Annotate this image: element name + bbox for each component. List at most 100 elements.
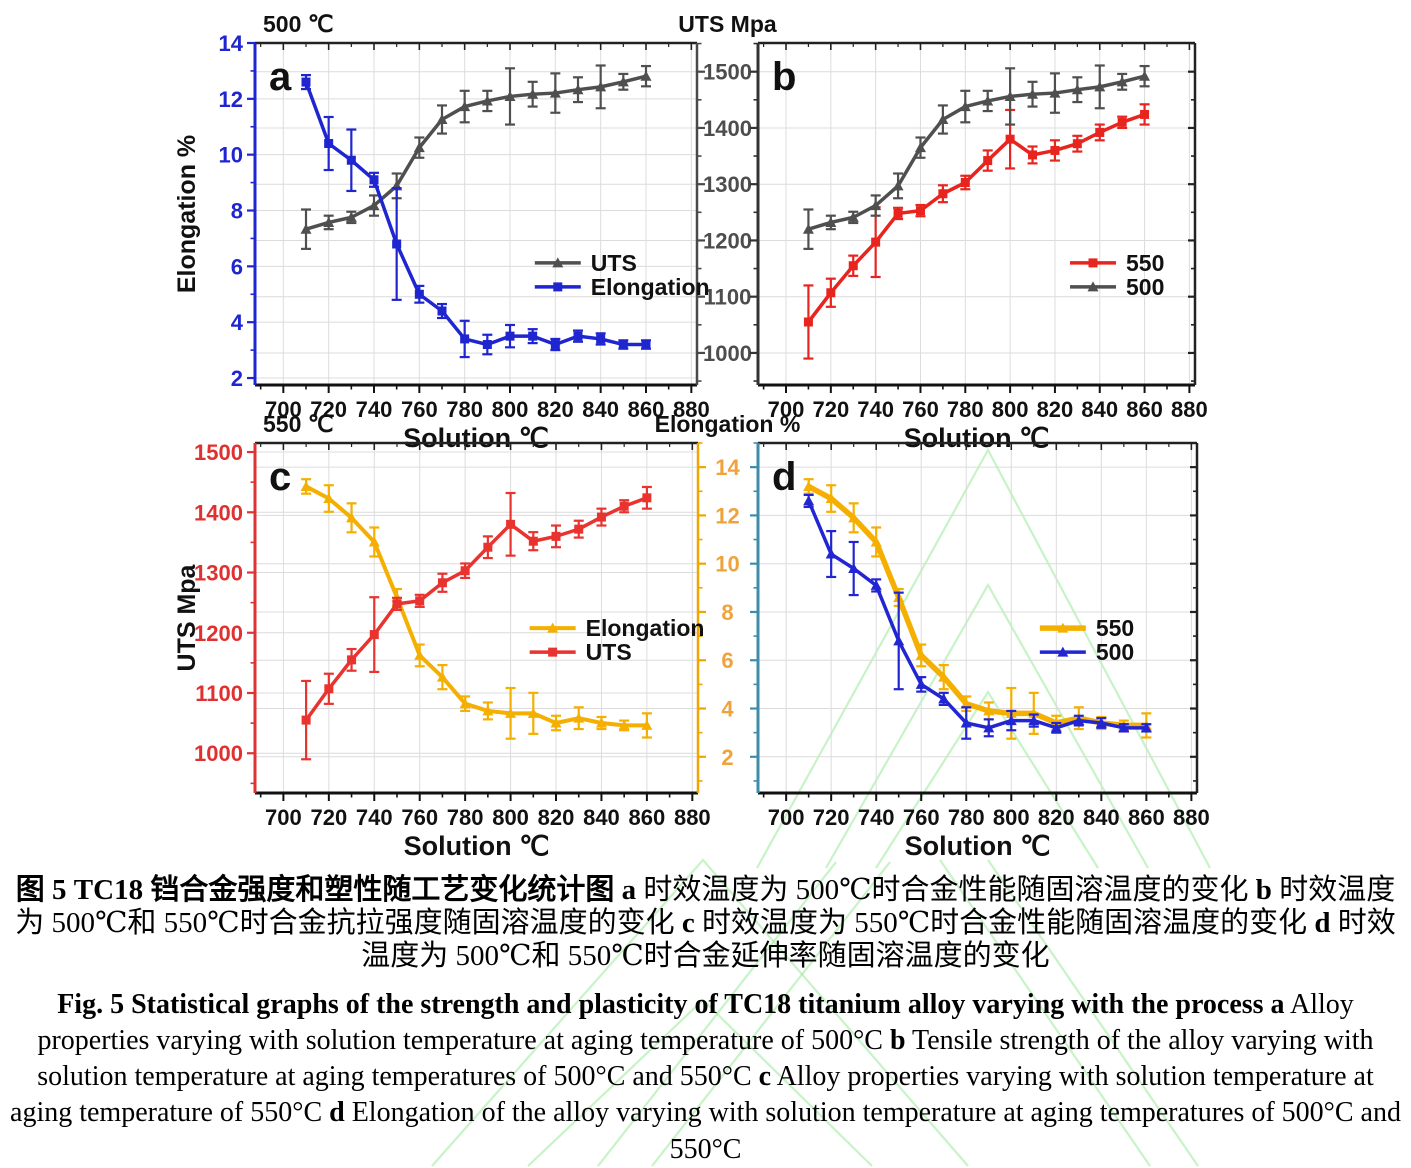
svg-text:4: 4 — [231, 310, 244, 335]
svg-text:UTS Mpa: UTS Mpa — [678, 11, 777, 37]
caption-segment-bold: d — [1314, 907, 1331, 940]
svg-text:12: 12 — [219, 87, 243, 112]
svg-text:820: 820 — [537, 397, 574, 422]
series-b-500 — [802, 64, 1151, 250]
svg-text:1100: 1100 — [195, 681, 243, 706]
svg-text:780: 780 — [947, 397, 984, 422]
series-d-500 — [803, 493, 1152, 740]
svg-text:UTS Mpa: UTS Mpa — [173, 563, 201, 671]
watermark-stroke — [527, 998, 873, 1167]
svg-text:740: 740 — [858, 805, 895, 830]
svg-text:UTS: UTS — [586, 639, 632, 665]
svg-text:720: 720 — [813, 805, 850, 830]
svg-text:b: b — [772, 55, 796, 99]
svg-text:2: 2 — [721, 745, 733, 770]
svg-text:1200: 1200 — [703, 228, 752, 253]
svg-text:760: 760 — [902, 397, 939, 422]
svg-text:8: 8 — [231, 199, 243, 224]
svg-text:a: a — [269, 55, 292, 99]
svg-text:14: 14 — [219, 31, 244, 56]
svg-text:1000: 1000 — [703, 341, 752, 366]
svg-text:820: 820 — [538, 805, 575, 830]
svg-text:1500: 1500 — [194, 440, 243, 465]
series-c-elongation — [300, 478, 653, 740]
svg-text:800: 800 — [993, 805, 1030, 830]
svg-text:500 ℃: 500 ℃ — [263, 11, 334, 37]
watermark-stroke — [987, 859, 1199, 1167]
caption-segment: 时效温度为 500℃和 550℃时合金抗拉强度随固溶温度的变化 — [15, 874, 1396, 940]
caption-segment-bold: 图 5 TC18 铛合金强度和塑性随工艺变化统计图 — [15, 874, 622, 906]
caption-segment: Tensile strength of the alloy varying wi… — [37, 1025, 1374, 1093]
chart-panel-a: 700 720 740 760 780 800 820 840 860 880 2 4 6 8 10 12 14… — [173, 11, 777, 453]
svg-text:550: 550 — [1096, 615, 1134, 641]
svg-text:840: 840 — [1081, 397, 1118, 422]
svg-text:880: 880 — [1173, 805, 1210, 830]
svg-text:550 ℃: 550 ℃ — [263, 411, 334, 437]
svg-text:10: 10 — [715, 552, 739, 577]
caption-segment: 时效温度为 550℃时合金性能随固溶温度的变化 — [694, 907, 1315, 940]
svg-text:Solution ℃: Solution ℃ — [905, 831, 1051, 861]
caption-segment: Alloy properties varying with solution t… — [10, 1061, 1374, 1129]
caption-segment: 时效温度为 500℃和 550℃时合金延伸率随固溶温度的变化 — [361, 907, 1396, 973]
svg-text:860: 860 — [628, 397, 665, 422]
svg-text:d: d — [772, 455, 796, 499]
svg-text:c: c — [269, 455, 291, 499]
chart-panel-c: 700 720 740 760 780 800 820 840 860 880 1000 1100 12… — [173, 411, 800, 861]
svg-text:1400: 1400 — [703, 116, 752, 141]
svg-text:14: 14 — [715, 455, 740, 480]
svg-text:880: 880 — [673, 397, 710, 422]
svg-text:700: 700 — [768, 397, 805, 422]
figure-canvas: 700 720 740 760 780 800 820 840 860 880 2 4 6 8 10 12 14… — [173, 11, 1210, 861]
svg-text:6: 6 — [721, 648, 733, 673]
svg-text:720: 720 — [310, 805, 347, 830]
svg-text:760: 760 — [903, 805, 940, 830]
svg-text:800: 800 — [492, 805, 529, 830]
svg-text:Solution ℃: Solution ℃ — [404, 831, 550, 861]
svg-text:740: 740 — [356, 805, 393, 830]
caption-en: Fig. 5 Statistical graphs of the strengt… — [10, 987, 1401, 1168]
svg-text:820: 820 — [1037, 397, 1074, 422]
series-b-550 — [803, 103, 1150, 360]
svg-text:860: 860 — [1126, 397, 1163, 422]
watermark-stroke — [431, 858, 969, 1167]
svg-text:500: 500 — [1096, 639, 1134, 665]
watermark-stroke — [875, 689, 1099, 869]
caption-segment: 时效温度为 500℃时合金性能随固溶温度的变化 — [636, 874, 1256, 906]
svg-text:1000: 1000 — [194, 741, 243, 766]
svg-text:760: 760 — [401, 397, 438, 422]
svg-text:6: 6 — [231, 254, 243, 279]
watermark-stroke — [651, 861, 891, 1167]
svg-text:500: 500 — [1126, 274, 1164, 300]
svg-text:Solution ℃: Solution ℃ — [904, 423, 1050, 453]
svg-text:2: 2 — [231, 366, 243, 391]
svg-text:1300: 1300 — [703, 172, 752, 197]
figure-caption: 图 5 TC18 铛合金强度和塑性随工艺变化统计图 a 时效温度为 500℃时合… — [0, 870, 1411, 1168]
svg-text:Solution ℃: Solution ℃ — [403, 423, 549, 453]
svg-text:780: 780 — [447, 805, 484, 830]
svg-text:1200: 1200 — [194, 621, 243, 646]
svg-text:760: 760 — [401, 805, 438, 830]
svg-text:10: 10 — [219, 143, 243, 168]
svg-text:780: 780 — [446, 397, 483, 422]
series-c-uts — [301, 485, 652, 761]
caption-segment: Elongation of the alloy varying with sol… — [344, 1097, 1401, 1165]
svg-text:800: 800 — [992, 397, 1029, 422]
watermark-stroke — [939, 859, 1151, 1167]
caption-segment-bold: b — [1255, 874, 1272, 906]
series-a-elongation — [301, 74, 651, 359]
svg-text:780: 780 — [948, 805, 985, 830]
svg-text:880: 880 — [1171, 397, 1208, 422]
watermark-stroke — [597, 861, 837, 1167]
svg-text:700: 700 — [265, 805, 302, 830]
svg-text:8: 8 — [721, 600, 733, 625]
svg-text:UTS: UTS — [591, 250, 637, 276]
caption-segment-bold: b — [889, 1025, 906, 1057]
svg-text:840: 840 — [1083, 805, 1120, 830]
svg-text:800: 800 — [492, 397, 529, 422]
svg-text:Elongation: Elongation — [591, 274, 710, 300]
